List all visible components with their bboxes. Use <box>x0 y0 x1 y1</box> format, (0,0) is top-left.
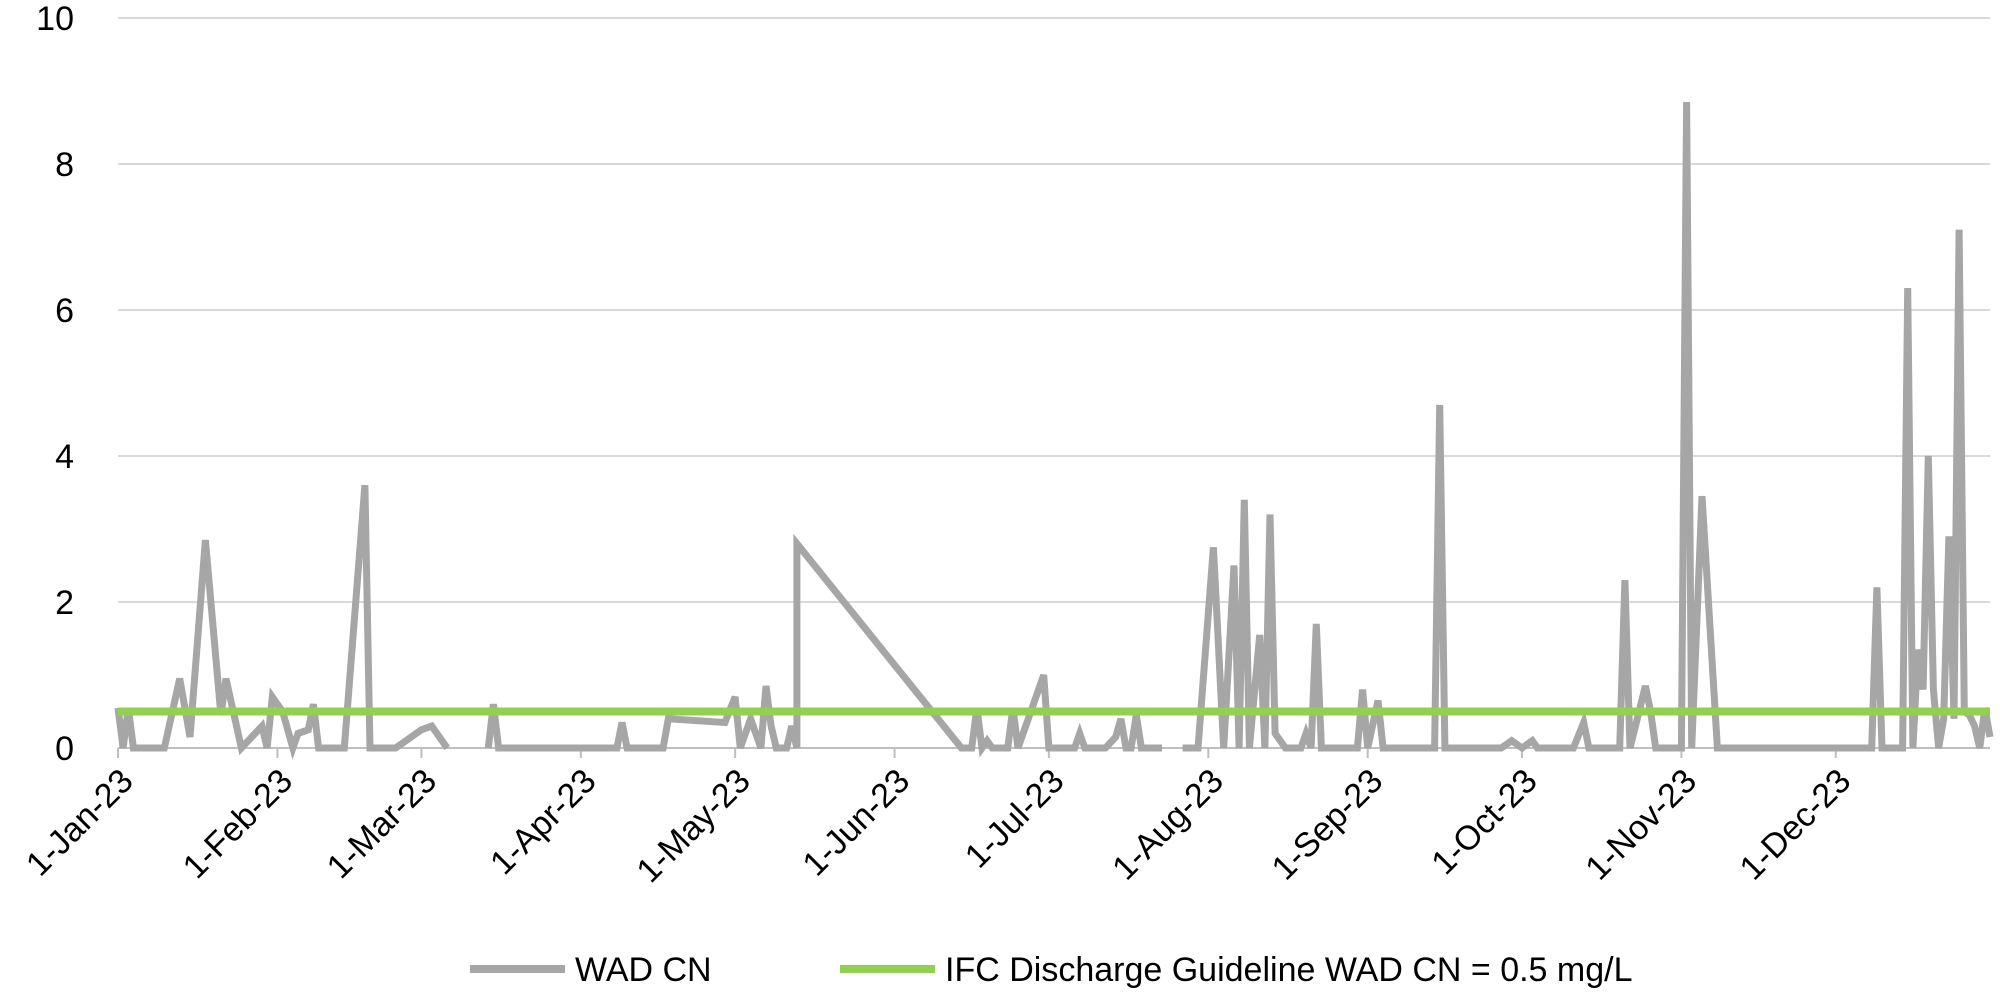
legend-label-ifc-guideline: IFC Discharge Guideline WAD CN = 0.5 mg/… <box>945 951 1633 989</box>
y-tick-label-2: 2 <box>55 584 74 622</box>
x-tick-label-1-jun-23: 1-Jun-23 <box>795 762 917 884</box>
y-tick-label-8: 8 <box>55 146 74 184</box>
x-tick-label-1-sep-23: 1-Sep-23 <box>1265 762 1391 888</box>
legend: WAD CN IFC Discharge Guideline WAD CN = … <box>470 951 1633 989</box>
y-tick-label-0: 0 <box>55 730 74 768</box>
y-tick-label-4: 4 <box>55 438 74 476</box>
series-line-wad-cn-segment-1 <box>484 533 1162 758</box>
plot-area <box>114 101 1994 760</box>
x-tick-label-1-may-23: 1-May-23 <box>629 762 757 890</box>
legend-label-wad-cn: WAD CN <box>575 951 712 989</box>
x-tick-label-1-mar-23: 1-Mar-23 <box>320 762 444 886</box>
y-tick-label-10: 10 <box>36 0 74 38</box>
x-tick-label-1-nov-23: 1-Nov-23 <box>1578 762 1704 888</box>
x-axis: 1-Jan-23 1-Feb-23 1-Mar-23 1-Apr-23 1-May-23… <box>19 747 1990 890</box>
y-tick-label-6: 6 <box>55 292 74 330</box>
x-tick-label-1-jan-23: 1-Jan-23 <box>19 762 141 884</box>
x-tick-label-1-feb-23: 1-Feb-23 <box>176 762 300 886</box>
x-tick-label-1-apr-23: 1-Apr-23 <box>483 762 603 882</box>
x-tick-label-1-dec-23: 1-Dec-23 <box>1733 762 1859 888</box>
series-line-wad-cn-segment-2 <box>1182 101 1994 753</box>
x-tick-label-1-oct-23: 1-Oct-23 <box>1424 762 1544 882</box>
x-tick-label-1-aug-23: 1-Aug-23 <box>1105 762 1231 888</box>
gridlines <box>118 17 1990 603</box>
y-axis-ticks: 0 2 4 6 8 10 <box>36 0 74 768</box>
x-tick-label-1-jul-23: 1-Jul-23 <box>958 762 1072 876</box>
